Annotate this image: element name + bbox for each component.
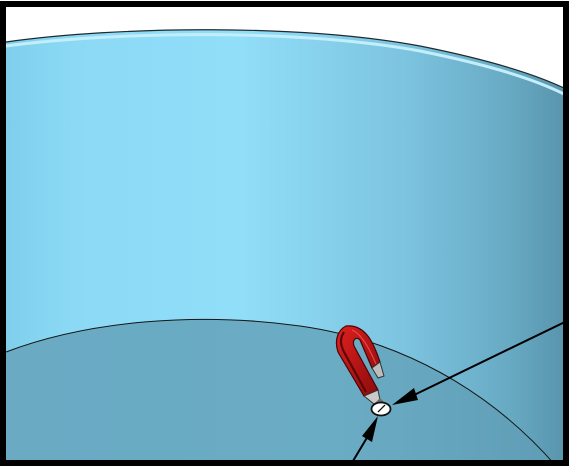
contact-point-marker[interactable]: [370, 401, 392, 417]
bowl-floor: [6, 319, 556, 466]
pointer-arrow-right: [392, 319, 569, 405]
horseshoe-magnet-icon[interactable]: [335, 325, 385, 408]
bowl-floor-edge: [5, 318, 557, 466]
bowl-rim-highlight: [5, 33, 565, 96]
bowl-rim-edge: [5, 29, 565, 89]
